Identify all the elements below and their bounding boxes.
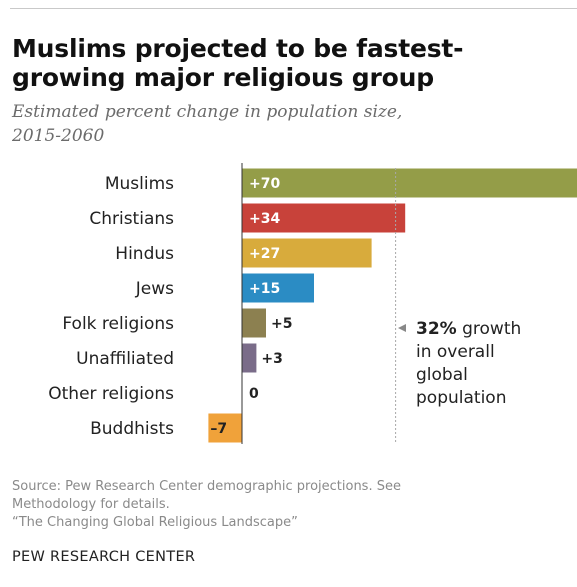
category-label-hindus: Hindus xyxy=(115,244,174,264)
bar-muslims xyxy=(242,168,577,198)
brand-name: PEW RESEARCH CENTER xyxy=(12,549,196,565)
title-line-2: growing major religious group xyxy=(12,63,434,92)
bar-folk-religions xyxy=(242,308,266,338)
annotation-arrow-icon xyxy=(398,324,406,332)
chart-subtitle: Estimated percent change in population s… xyxy=(12,100,572,148)
bar-hindus xyxy=(242,238,372,268)
source-line-1: Source: Pew Research Center demographic … xyxy=(12,479,401,494)
subtitle-line-2: 2015-2060 xyxy=(12,126,105,146)
value-label-muslims: +70 xyxy=(249,176,280,192)
category-label-folk-religions: Folk religions xyxy=(62,314,174,334)
bar-christians xyxy=(242,203,406,233)
value-label-unaffiliated: +3 xyxy=(261,351,282,367)
subtitle-line-1: Estimated percent change in population s… xyxy=(12,102,403,122)
source-line-3: “The Changing Global Religious Landscape… xyxy=(12,515,298,530)
category-label-christians: Christians xyxy=(89,209,174,229)
category-label-muslims: Muslims xyxy=(105,174,174,194)
annotation-line-4: population xyxy=(416,388,506,408)
value-label-jews: +15 xyxy=(249,281,280,297)
value-label-buddhists: –7 xyxy=(210,421,227,437)
category-label-unaffiliated: Unaffiliated xyxy=(76,349,174,369)
annotation-line-2: in overall xyxy=(416,342,495,362)
value-label-hindus: +27 xyxy=(249,246,280,262)
value-label-folk-religions: +5 xyxy=(271,316,292,332)
source-line-2: Methodology for details. xyxy=(12,497,170,512)
source-note: Source: Pew Research Center demographic … xyxy=(12,478,577,532)
category-label-other-religions: Other religions xyxy=(48,384,174,404)
bar-buddhists xyxy=(208,413,242,443)
value-label-christians: +34 xyxy=(249,211,280,227)
bar-jews xyxy=(242,273,314,303)
category-label-buddhists: Buddhists xyxy=(90,419,174,439)
bar-unaffiliated xyxy=(242,343,257,373)
top-rule xyxy=(10,8,577,9)
chart-title: Muslims projected to be fastest- growing… xyxy=(12,34,572,92)
category-label-jews: Jews xyxy=(135,279,174,299)
title-line-1: Muslims projected to be fastest- xyxy=(12,34,464,63)
annotation-line-3: global xyxy=(416,365,468,385)
annotation-line-1: 32% growth xyxy=(416,319,521,339)
value-label-other-religions: 0 xyxy=(249,386,259,402)
